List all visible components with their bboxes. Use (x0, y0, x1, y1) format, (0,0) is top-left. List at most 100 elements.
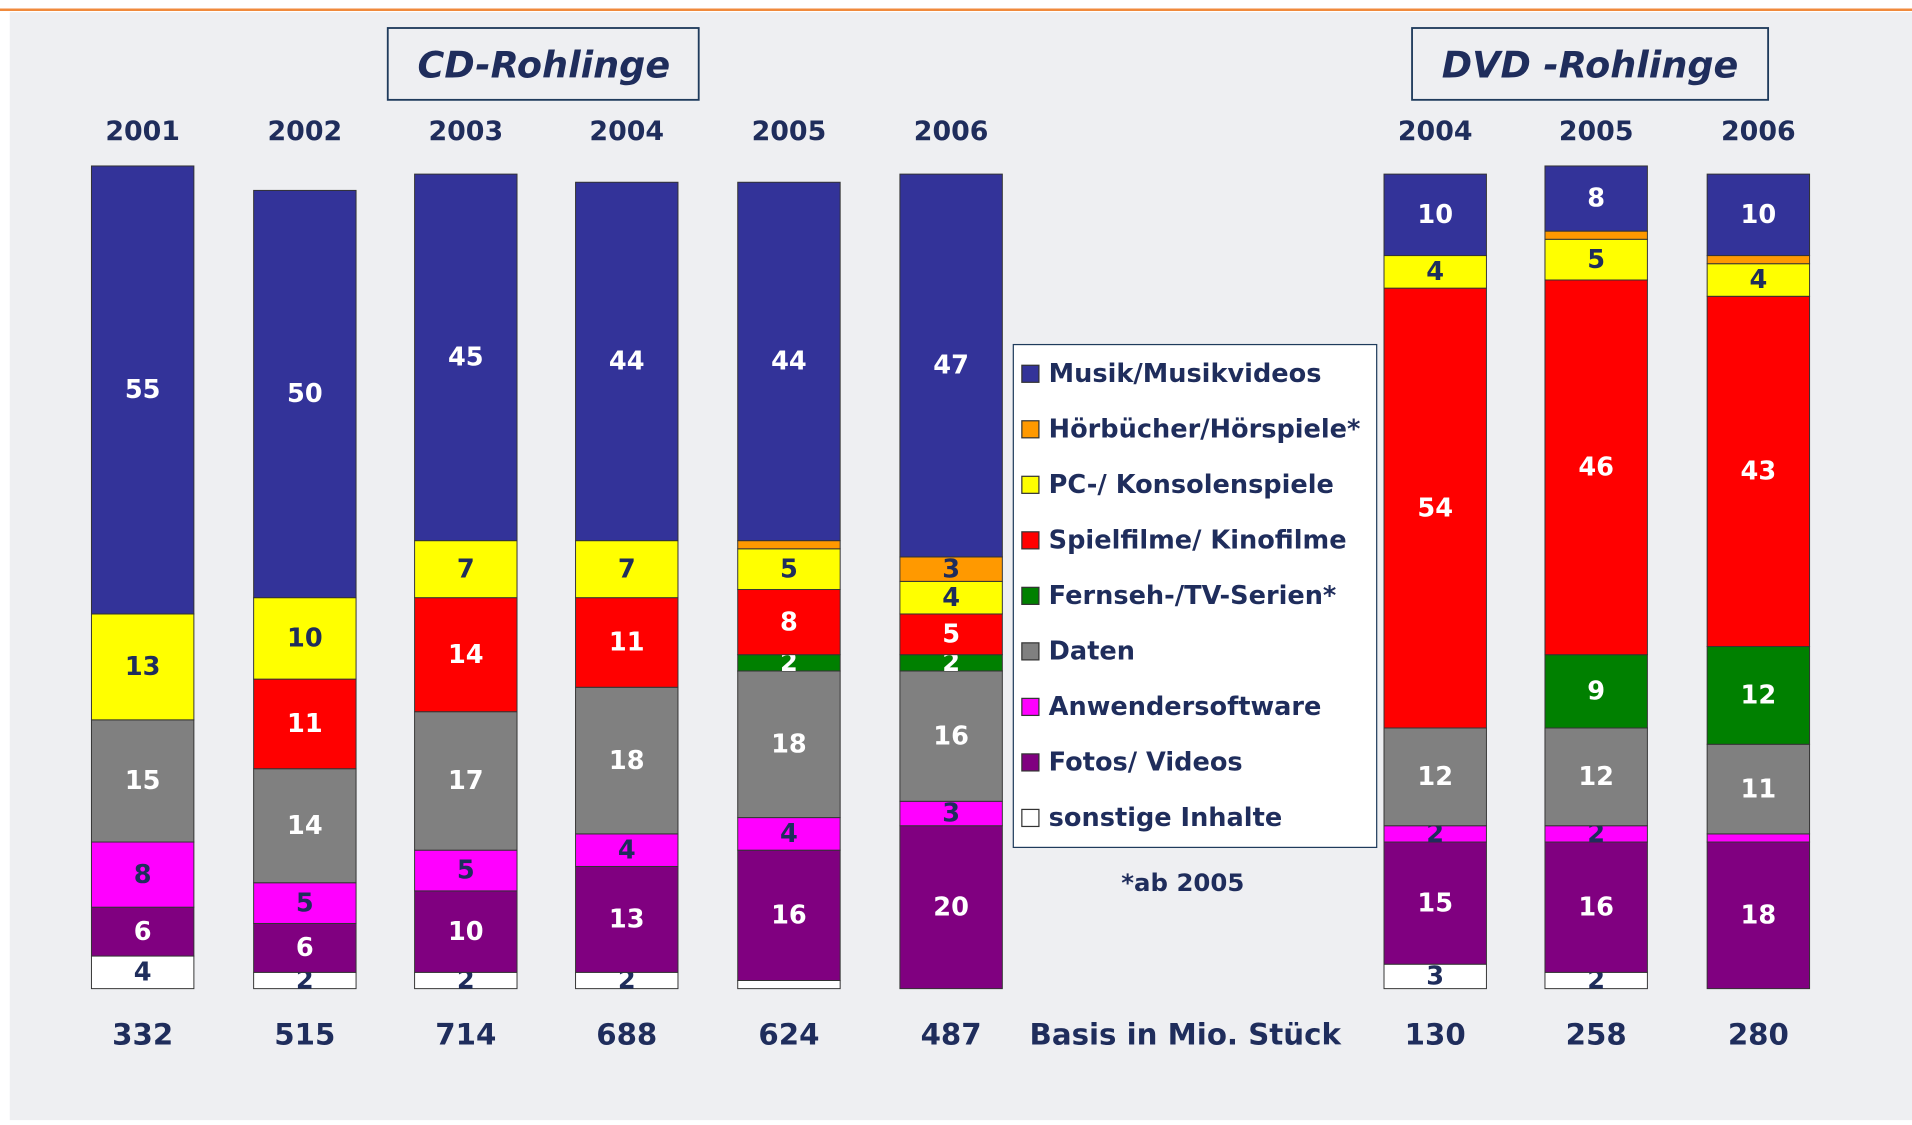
data-label: 10 (448, 917, 484, 947)
bar-segment (737, 181, 841, 542)
bar-segment (737, 849, 841, 981)
data-label: 10 (287, 624, 323, 654)
legend-label: Fernseh-/TV-Serien* (1049, 581, 1337, 611)
data-label: 13 (125, 652, 161, 682)
data-label: 8 (134, 860, 152, 890)
data-label: 12 (1417, 762, 1453, 792)
data-label: 54 (1417, 493, 1453, 523)
data-label: 18 (609, 746, 645, 776)
bar-segment (1544, 165, 1648, 232)
data-label: 4 (618, 835, 636, 865)
data-label: 18 (1741, 901, 1777, 931)
data-label: 2 (1426, 819, 1444, 849)
title-box (386, 27, 700, 101)
data-label: 14 (287, 811, 323, 841)
data-label: 46 (1578, 453, 1614, 483)
basis-value: 332 (112, 1018, 173, 1052)
data-label: 5 (296, 888, 314, 918)
data-label: 5 (1587, 245, 1605, 275)
x-tick-label: 2001 (105, 116, 180, 147)
bar-segment (414, 540, 518, 599)
data-label: 3 (942, 554, 960, 584)
bar-segment (1706, 173, 1811, 257)
data-label: 8 (780, 607, 798, 637)
data-label: 10 (1417, 200, 1453, 230)
data-label: 5 (942, 620, 960, 650)
data-label: 4 (1426, 257, 1444, 287)
bar-segment (575, 865, 679, 973)
bar-segment (414, 890, 518, 973)
data-label: 47 (933, 351, 969, 381)
data-label: 11 (1741, 774, 1777, 804)
data-label: 2 (296, 966, 314, 996)
data-label: 12 (1741, 681, 1777, 711)
bar-segment (414, 173, 518, 542)
bar-segment (575, 597, 679, 688)
data-label: 7 (457, 554, 475, 584)
legend-label: PC-/ Konsolenspiele (1049, 470, 1334, 500)
legend-label: sonstige Inhalte (1049, 803, 1283, 833)
bar-segment (575, 686, 679, 835)
data-label: 2 (1587, 819, 1605, 849)
basis-value: 258 (1566, 1018, 1627, 1052)
bar-segment (1706, 263, 1811, 297)
data-label: 2 (780, 648, 798, 678)
data-label: 18 (771, 730, 807, 760)
legend-label: Daten (1049, 637, 1135, 667)
data-label: 10 (1741, 200, 1777, 230)
bar-segment (414, 711, 518, 851)
data-label: 44 (771, 347, 807, 377)
data-label: 4 (780, 819, 798, 849)
data-label: 17 (448, 766, 484, 796)
legend-label: Anwendersoftware (1049, 692, 1322, 722)
bar-segment (1544, 279, 1648, 656)
legend-swatch (1021, 753, 1040, 772)
legend-label: Fotos/ Videos (1049, 748, 1243, 778)
legend-swatch (1021, 364, 1040, 383)
data-label: 6 (134, 917, 152, 947)
legend-label: Hörbücher/Hörspiele* (1049, 415, 1361, 445)
bar-segment (414, 849, 518, 892)
bar-segment (1383, 287, 1487, 729)
bar-segment (90, 165, 195, 615)
data-label: 3 (942, 799, 960, 829)
bar-segment (737, 589, 841, 656)
bar-segment (899, 825, 1003, 990)
bar-segment (1383, 255, 1487, 289)
legend-swatch (1021, 697, 1040, 717)
x-tick-label: 2003 (428, 116, 503, 147)
basis-value: 515 (274, 1018, 335, 1052)
data-label: 12 (1578, 762, 1614, 792)
bar-segment (1383, 173, 1487, 257)
data-label: 2 (942, 648, 960, 678)
footnote: *ab 2005 (1121, 868, 1244, 897)
basis-value: 714 (435, 1018, 496, 1052)
data-label: 4 (134, 958, 152, 988)
basis-value: 130 (1405, 1018, 1466, 1052)
data-label: 55 (125, 375, 161, 405)
legend-label: Musik/Musikvideos (1049, 359, 1322, 389)
x-tick-label: 2005 (1559, 116, 1634, 147)
bar-segment (1544, 238, 1648, 281)
legend-label: Spielfilme/ Kinofilme (1049, 526, 1347, 556)
bar-segment (737, 548, 841, 591)
data-label: 16 (933, 721, 969, 751)
x-tick-label: 2004 (589, 116, 664, 147)
data-label: 8 (1587, 184, 1605, 214)
title-box (1411, 27, 1770, 101)
data-label: 3 (1426, 962, 1444, 992)
chart-title: CD-Rohlinge (418, 43, 671, 86)
bar-segment (414, 597, 518, 713)
bar-segment (575, 181, 679, 542)
bar-segment (575, 540, 679, 599)
data-label: 16 (1578, 892, 1614, 922)
data-label: 45 (448, 343, 484, 373)
bar-segment (1706, 255, 1811, 265)
data-label: 2 (457, 966, 475, 996)
data-label: 15 (125, 766, 161, 796)
data-label: 16 (771, 901, 807, 931)
bar-segment (899, 173, 1003, 558)
bar-segment (253, 597, 357, 680)
